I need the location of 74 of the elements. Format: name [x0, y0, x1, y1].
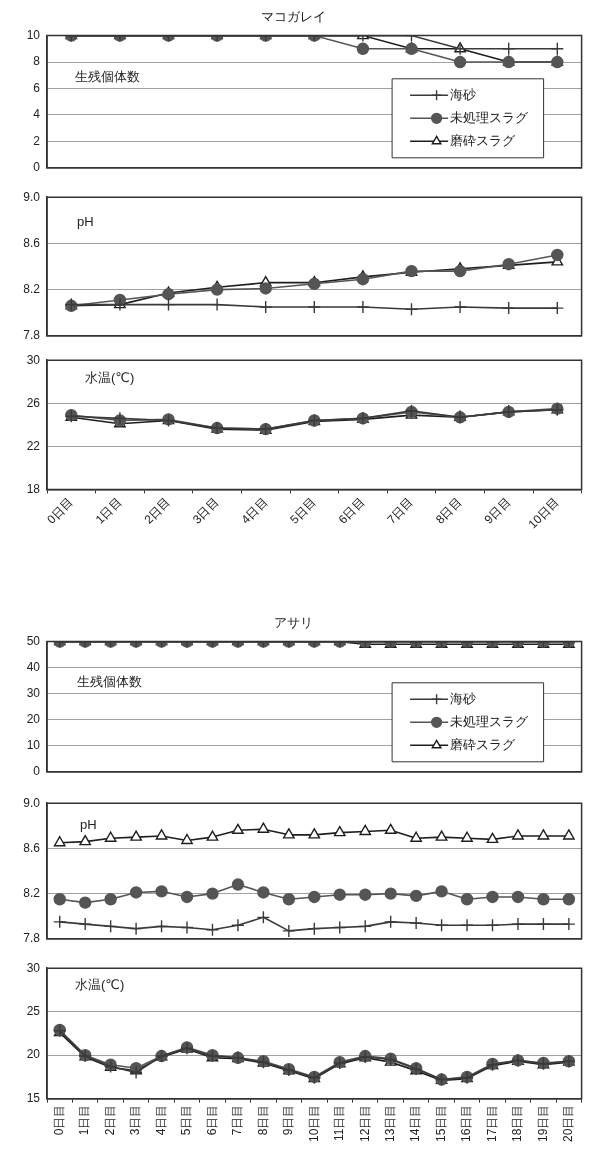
- x-tick-label: 7日目: [230, 1104, 245, 1136]
- legend-label: 海砂: [449, 690, 476, 706]
- x-tick-label: 0日目: [52, 1104, 67, 1136]
- x-tick-label: 18日目: [510, 1104, 525, 1143]
- y-tick-label: 30: [26, 685, 41, 700]
- y-tick-label: 40: [26, 659, 41, 674]
- legend-label: 未処理スラグ: [449, 713, 529, 729]
- y-tick-label: 20: [26, 1047, 41, 1062]
- y-tick-label: 8.2: [23, 885, 41, 900]
- y-tick-label: 18: [26, 481, 41, 496]
- x-tick-label: 19日目: [535, 1104, 550, 1143]
- x-tick-label: 1日目: [77, 1104, 92, 1136]
- y-tick-label: 50: [26, 633, 41, 648]
- x-tick-label: 15日目: [433, 1104, 448, 1143]
- annotation: 水温(℃): [85, 369, 135, 385]
- y-tick-label: 8: [33, 54, 41, 69]
- chart-title: アサリ: [273, 615, 313, 631]
- y-tick-label: 8.2: [23, 281, 41, 296]
- legend-label: 磨砕スラグ: [449, 132, 516, 148]
- x-tick-label: 8日目: [255, 1104, 270, 1136]
- x-tick-label: 2日目: [141, 495, 173, 527]
- x-tick-label: 9日目: [281, 1104, 296, 1136]
- y-tick-label: 15: [26, 1090, 41, 1105]
- y-tick-label: 30: [26, 352, 41, 367]
- y-tick-label: 22: [26, 438, 41, 453]
- x-tick-label: 5日目: [179, 1104, 194, 1136]
- x-tick-label: 12日目: [357, 1104, 372, 1143]
- x-tick-label: 6日目: [204, 1104, 219, 1136]
- legend-label: 磨砕スラグ: [449, 736, 516, 752]
- y-tick-label: 26: [26, 395, 41, 410]
- legend-label: 未処理スラグ: [449, 109, 529, 125]
- x-tick-label: 6日目: [335, 495, 368, 527]
- annotation: 生残個体数: [75, 69, 140, 85]
- y-tick-label: 20: [26, 712, 41, 727]
- x-tick-label: 16日目: [459, 1104, 474, 1143]
- x-tick-label: 3日目: [189, 495, 222, 527]
- x-tick-label: 0日目: [44, 495, 76, 527]
- y-tick-label: 10: [26, 738, 41, 753]
- x-tick-label: 13日目: [382, 1104, 397, 1143]
- y-tick-label: 8.6: [23, 235, 41, 250]
- y-tick-label: 0: [33, 764, 41, 779]
- x-tick-label: 8日目: [432, 495, 465, 527]
- y-tick-label: 25: [26, 1004, 41, 1018]
- x-tick-label: 9日目: [481, 495, 514, 527]
- annotation: 生残個体数: [77, 674, 142, 690]
- x-tick-label: 11日目: [332, 1104, 347, 1142]
- x-tick-label: 5日目: [287, 495, 319, 527]
- x-tick-label: 4日目: [238, 495, 271, 527]
- x-tick-label: 10日目: [525, 495, 562, 532]
- x-tick-label: 14日目: [408, 1104, 423, 1143]
- x-tick-label: 17日目: [484, 1104, 499, 1143]
- x-tick-label: 1日目: [92, 495, 125, 527]
- x-tick-label: 10日目: [306, 1104, 321, 1143]
- legend-label: 海砂: [449, 86, 476, 102]
- y-tick-label: 0: [33, 160, 41, 175]
- x-tick-label: 20日目: [561, 1104, 576, 1143]
- x-tick-label: 4日目: [153, 1104, 168, 1136]
- x-tick-label: 2日目: [102, 1104, 117, 1136]
- y-tick-label: 8.6: [23, 840, 41, 855]
- y-tick-label: 30: [26, 960, 41, 975]
- y-tick-label: 9.0: [23, 189, 41, 204]
- y-tick-label: 7.8: [23, 328, 41, 343]
- annotation: 水温(℃): [75, 976, 125, 992]
- y-tick-label: 7.8: [23, 931, 41, 946]
- x-tick-label: 7日目: [384, 495, 416, 527]
- annotation: pH: [80, 816, 97, 832]
- y-tick-label: 9.0: [23, 795, 41, 810]
- y-tick-label: 10: [26, 27, 41, 42]
- annotation: pH: [77, 213, 94, 229]
- y-tick-label: 6: [33, 80, 41, 95]
- x-tick-label: 3日目: [128, 1104, 143, 1136]
- chart-title: マコガレイ: [260, 9, 326, 25]
- y-tick-label: 4: [33, 107, 41, 122]
- y-tick-label: 2: [33, 133, 41, 148]
